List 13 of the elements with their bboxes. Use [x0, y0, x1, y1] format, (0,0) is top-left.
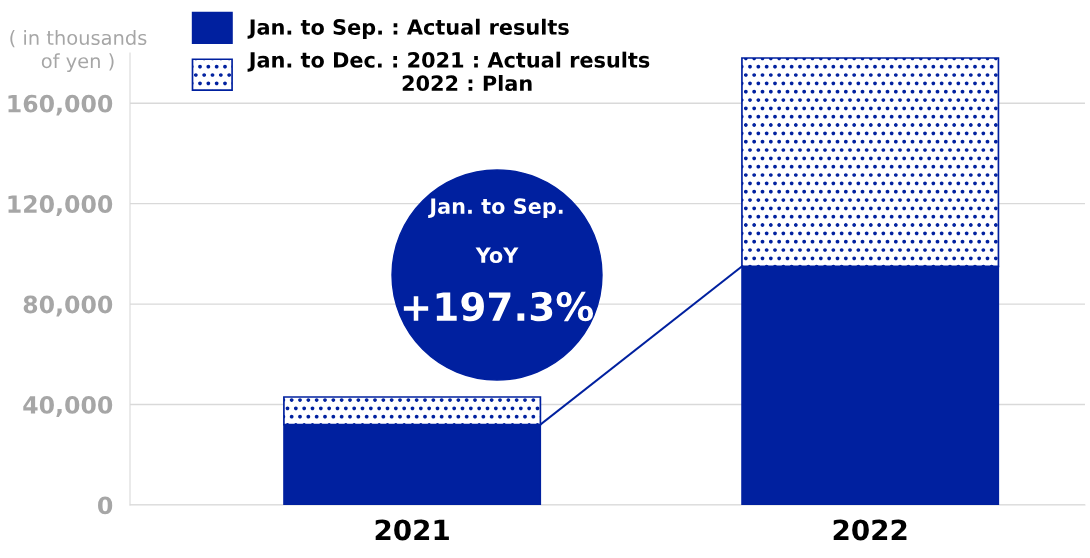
legend-label: Jan. to Sep. : Actual results: [247, 18, 569, 39]
y-tick-label: 40,000: [23, 396, 113, 417]
y-tick-label: 120,000: [8, 195, 113, 216]
y-tick-label: 0: [98, 496, 113, 515]
x-tick-label: 2022: [833, 519, 907, 541]
annotation: YoY: [475, 247, 519, 264]
annotation: Jan. to Sep.: [428, 198, 563, 219]
y-axis-title: ( in thousands of yen ): [10, 30, 147, 73]
legend-label: Jan. to Dec. : 2021 : Actual results 2022 : Plan: [247, 51, 650, 92]
y-tick-label: 160,000: [8, 94, 113, 116]
annotation: +197.3%: [403, 291, 594, 322]
y-tick-label: 80,000: [23, 295, 113, 317]
x-tick-label: 2021: [375, 519, 449, 541]
